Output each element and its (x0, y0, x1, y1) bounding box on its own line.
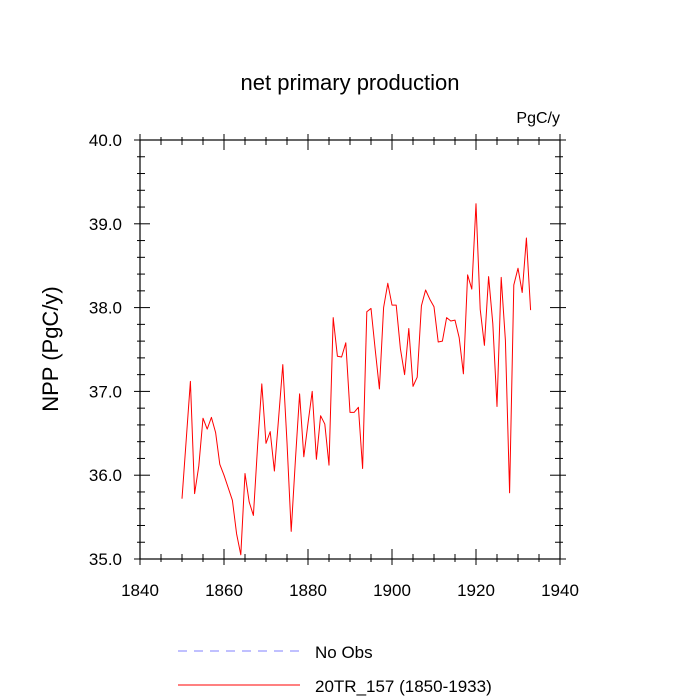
y-tick-label: 40.0 (89, 131, 122, 150)
y-tick-label: 38.0 (89, 299, 122, 318)
y-tick-label: 35.0 (89, 550, 122, 569)
x-tick-labels: 1840 1860 1880 1900 1920 1940 (121, 581, 579, 600)
legend-label-no-obs: No Obs (315, 643, 373, 662)
y-tick-label: 37.0 (89, 382, 122, 401)
x-tick-label: 1840 (121, 581, 159, 600)
plot-frame (139, 139, 561, 560)
x-tick-label: 1880 (289, 581, 327, 600)
series-line-20tr-157 (181, 203, 532, 556)
y-tick-label: 39.0 (89, 215, 122, 234)
y-tick-label: 36.0 (89, 466, 122, 485)
x-tick-label: 1860 (205, 581, 243, 600)
x-tick-label: 1940 (541, 581, 579, 600)
chart-title: net primary production (241, 70, 460, 95)
x-tick-label: 1900 (373, 581, 411, 600)
x-tick-label: 1920 (457, 581, 495, 600)
legend-label-20tr-157: 20TR_157 (1850-1933) (315, 677, 492, 696)
series-layer (181, 203, 532, 556)
legend: No Obs 20TR_157 (1850-1933) (178, 643, 492, 696)
y-tick-labels: 35.0 36.0 37.0 38.0 39.0 40.0 (89, 131, 122, 569)
units-label: PgC/y (516, 110, 560, 127)
axis-ticks (134, 134, 566, 565)
y-axis-label: NPP (PgC/y) (38, 286, 63, 412)
